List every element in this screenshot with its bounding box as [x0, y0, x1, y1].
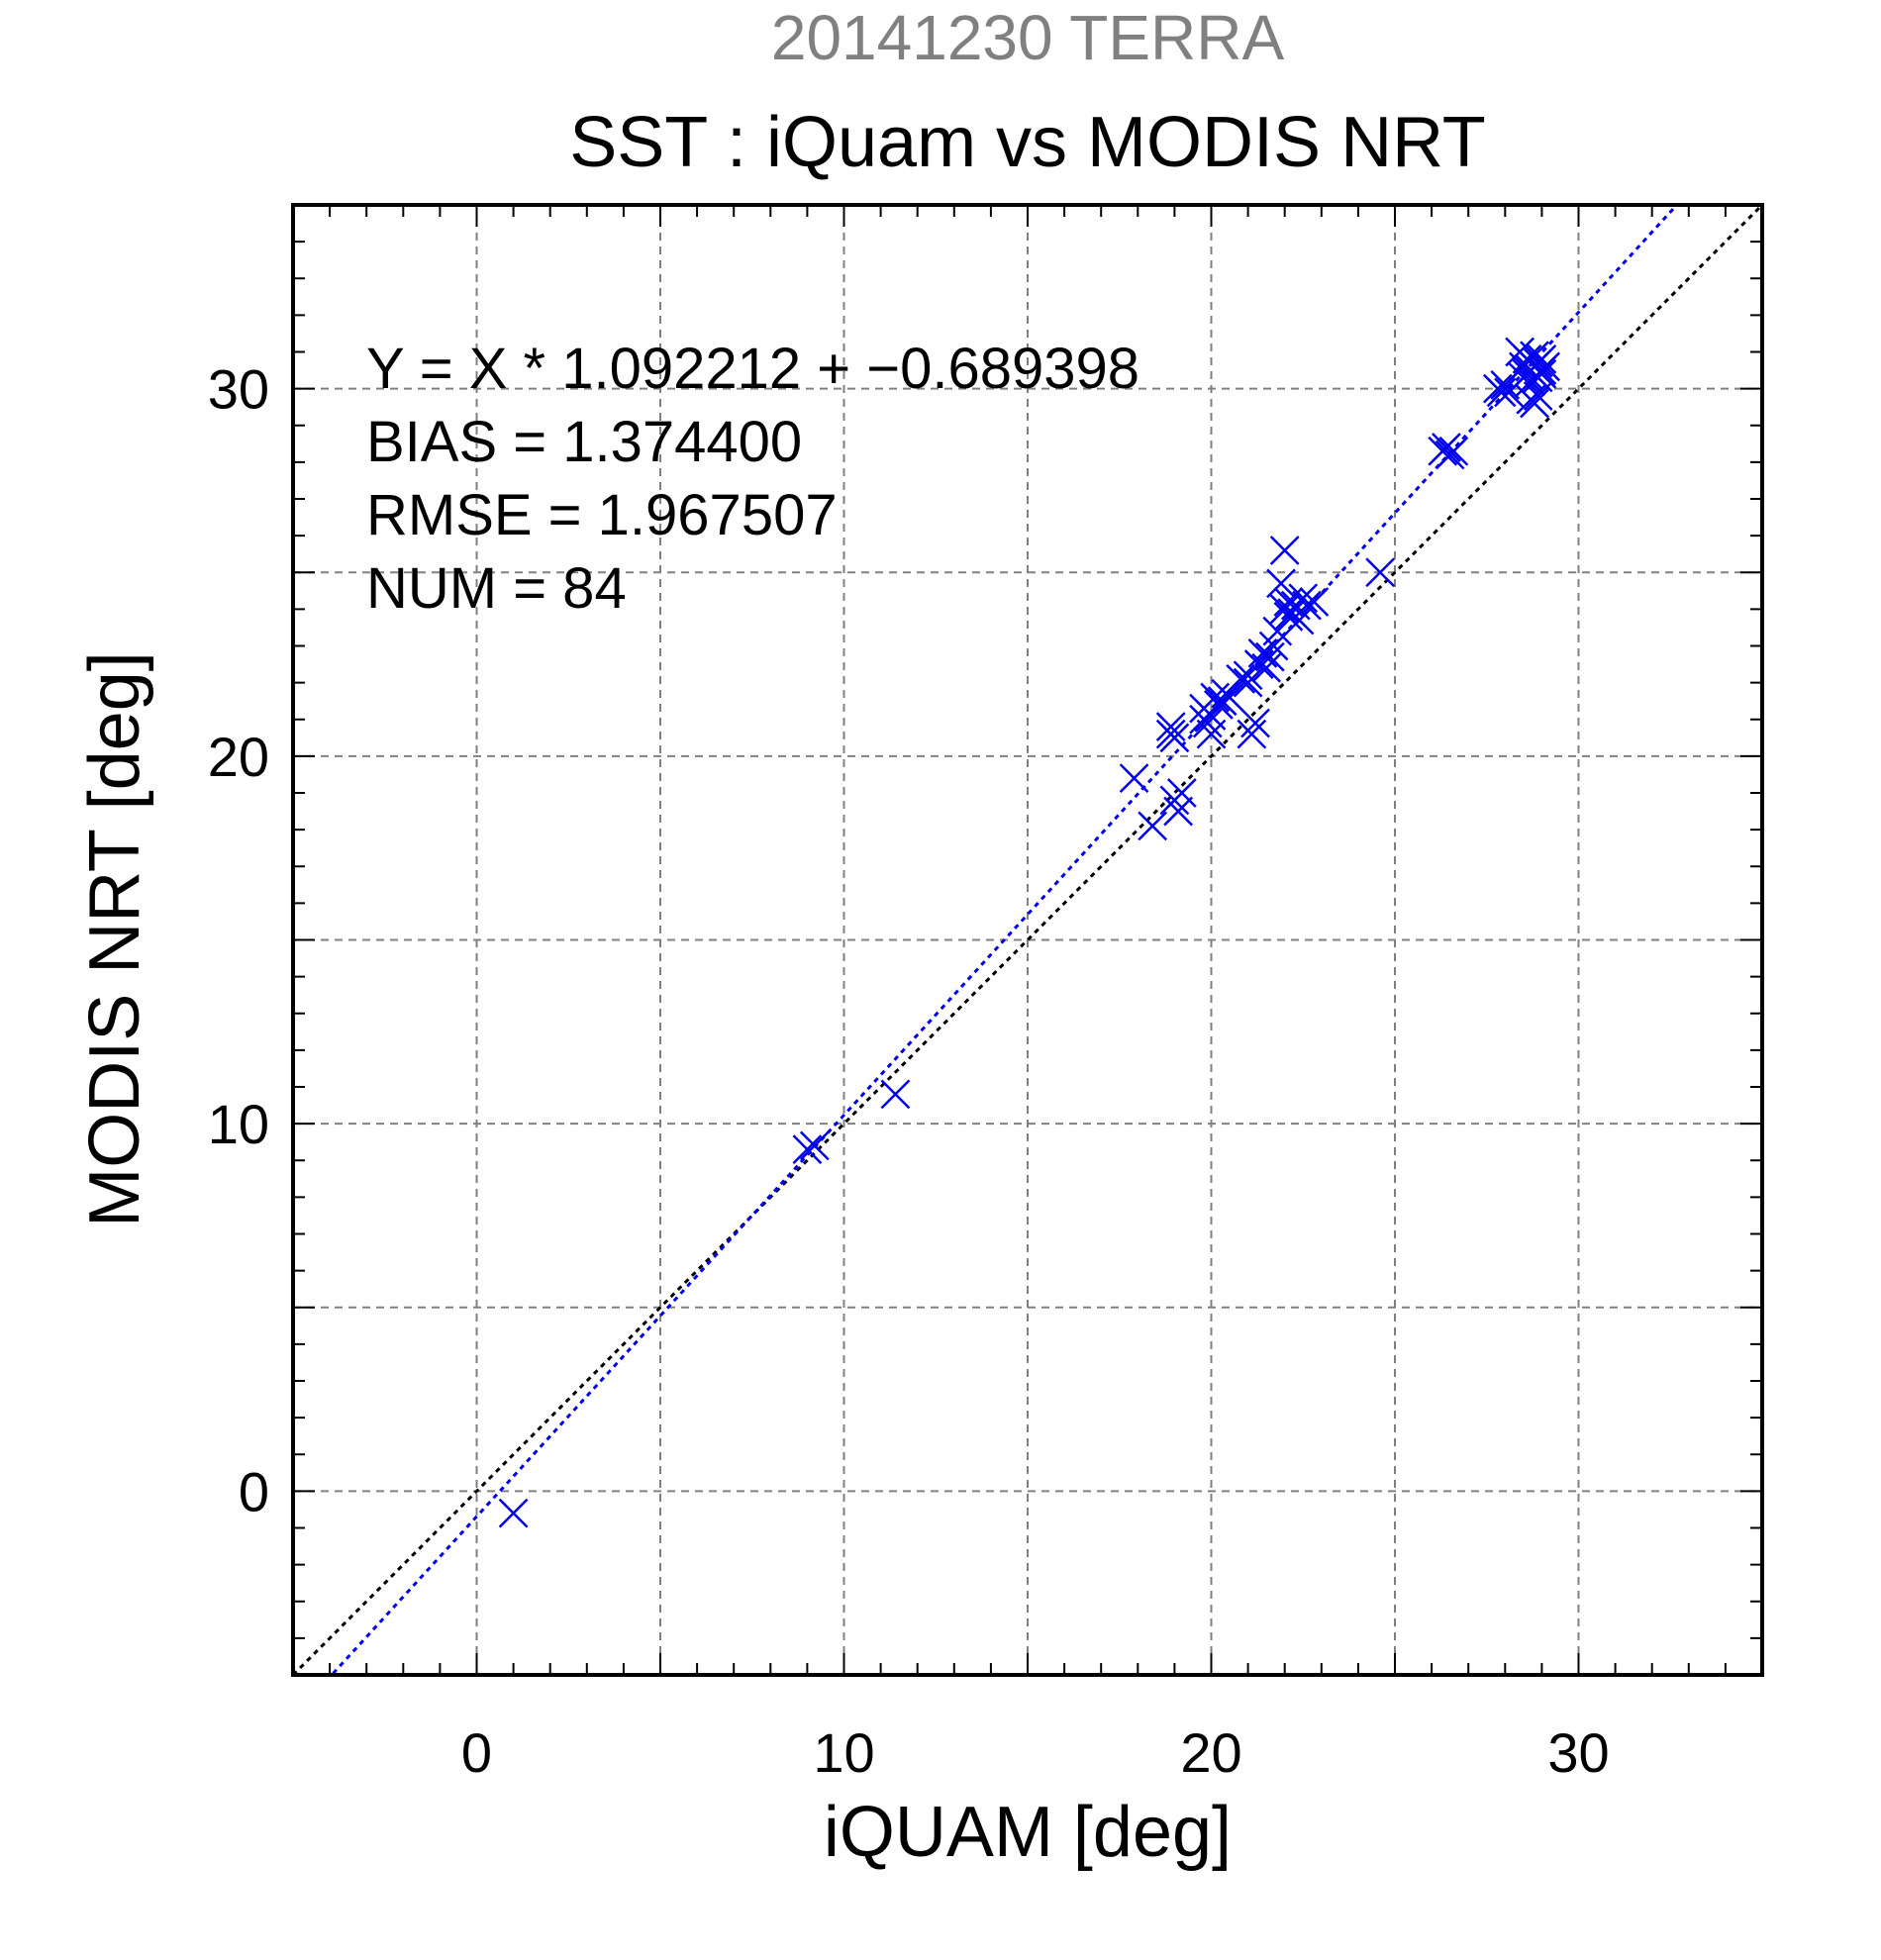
data-point	[792, 1134, 823, 1164]
data-point	[1155, 712, 1186, 742]
x-tick-label: 0	[461, 1721, 492, 1784]
data-point	[1292, 590, 1322, 621]
y-tick-label: 30	[208, 358, 269, 421]
data-point	[1365, 557, 1396, 588]
sample-count: NUM = 84	[366, 556, 627, 621]
plot-frame	[291, 203, 1764, 1677]
data-point	[1269, 536, 1300, 565]
data-point	[1233, 667, 1263, 698]
data-point	[1266, 568, 1296, 599]
data-point	[1486, 377, 1517, 408]
data-point	[1119, 763, 1149, 794]
data-point	[1207, 686, 1238, 717]
data-point	[1159, 723, 1190, 753]
regression-equation: Y = X * 1.092212 + −0.689398	[366, 337, 1139, 401]
data-point	[1138, 811, 1168, 841]
data-point	[1192, 708, 1223, 738]
grid-lines	[293, 205, 1762, 1675]
x-tick-label: 30	[1547, 1721, 1609, 1784]
data-point	[1527, 358, 1557, 389]
data-point	[1215, 682, 1244, 713]
x-axis-tick-labels: 0 10 20 30	[461, 1721, 1610, 1784]
data-point	[1251, 652, 1282, 683]
statistics-annotations: Y = X * 1.092212 + −0.689398 BIAS = 1.37…	[366, 337, 1139, 621]
y-axis-label: MODIS NRT [deg]	[75, 651, 154, 1227]
data-point	[1527, 344, 1557, 374]
y-axis-tick-labels: 0 10 20 30	[208, 358, 269, 1523]
x-axis-label: iQUAM [deg]	[824, 1793, 1232, 1872]
bias-value: BIAS = 1.374400	[366, 410, 802, 474]
data-point	[1254, 641, 1285, 672]
data-point	[1163, 796, 1193, 827]
data-point	[1299, 587, 1330, 617]
data-point	[1262, 616, 1293, 646]
chart-title: SST : iQuam vs MODIS NRT	[569, 103, 1486, 182]
data-point	[1237, 719, 1267, 749]
regression-line	[330, 205, 1679, 1675]
x-tick-label: 10	[813, 1721, 874, 1784]
data-point	[1520, 388, 1549, 419]
data-point	[1200, 682, 1231, 713]
data-point	[1196, 719, 1227, 749]
data-point	[1166, 778, 1197, 808]
data-points	[498, 337, 1560, 1528]
data-point	[1438, 436, 1469, 466]
data-point	[1226, 664, 1256, 694]
data-point	[799, 1130, 830, 1161]
data-point	[1531, 351, 1560, 382]
y-tick-label: 0	[239, 1460, 269, 1522]
rmse-value: RMSE = 1.967507	[366, 483, 838, 547]
data-point	[498, 1498, 529, 1528]
reference-lines	[293, 205, 1762, 1675]
data-point	[1288, 583, 1319, 614]
data-point	[880, 1079, 911, 1110]
y-tick-label: 20	[208, 726, 269, 788]
data-point	[1432, 433, 1461, 462]
chart-supertitle: 20141230 TERRA	[771, 2, 1285, 73]
x-tick-label: 20	[1180, 1721, 1241, 1784]
data-point	[1240, 708, 1270, 738]
y-tick-label: 10	[208, 1093, 269, 1155]
